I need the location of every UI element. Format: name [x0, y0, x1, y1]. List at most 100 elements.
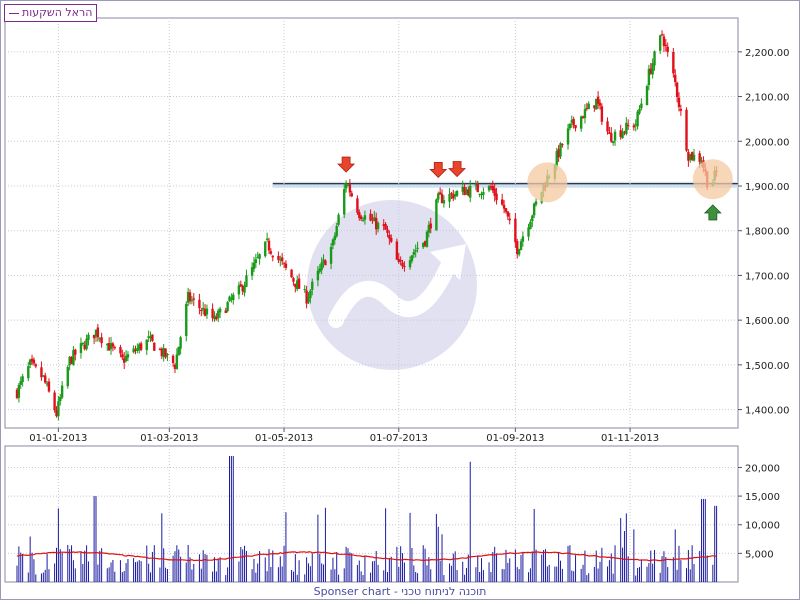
candle-down [369, 213, 372, 221]
candle-up [427, 224, 431, 233]
candle-down [675, 82, 679, 98]
candle-down [173, 364, 177, 369]
candle-down [297, 278, 301, 289]
support-band [272, 181, 738, 188]
candle-down [267, 240, 271, 251]
candle-down [32, 359, 36, 364]
candle-up [532, 203, 536, 216]
candle-up [316, 270, 320, 281]
candle-down [55, 409, 58, 417]
candle-down [514, 218, 517, 243]
price-tick-label: 2,200.00 [745, 48, 790, 59]
candle-up [361, 220, 365, 222]
candle-up [60, 385, 64, 398]
candle-down [284, 263, 288, 268]
candle-down [271, 255, 274, 258]
candle-up [689, 154, 692, 161]
volume-bars-group [16, 456, 718, 582]
candle-up [307, 297, 310, 303]
candle-down [70, 357, 73, 364]
arrow-down-marker [448, 161, 467, 178]
candle-down [122, 358, 126, 363]
candle-up [17, 384, 21, 398]
candle-up [621, 132, 624, 139]
price-tick-label: 1,500.00 [745, 361, 790, 372]
candle-up [529, 221, 532, 230]
candle-down [690, 152, 694, 160]
x-tick-label: 01-07-2013 [370, 433, 428, 444]
footer-credit: Sponser chart - תוכנה לניתוח טכני [313, 585, 487, 598]
candle-up [132, 348, 135, 353]
candle-up [265, 238, 269, 240]
candle-down [107, 342, 111, 351]
watermark-arrowhead [430, 244, 466, 280]
candle-down [687, 151, 690, 161]
arrow-up-marker [703, 204, 722, 221]
candle-up [226, 302, 229, 312]
candle-down [450, 192, 453, 194]
arrow-down-marker [337, 156, 356, 173]
candle-down [502, 204, 506, 209]
candle-down [158, 348, 162, 350]
candle-down [292, 278, 295, 282]
candle-down [224, 310, 227, 313]
volume-moving-average [16, 551, 717, 562]
candle-up [217, 310, 220, 318]
candle-up [85, 338, 88, 350]
candle-down [200, 310, 203, 312]
candle-up [256, 257, 259, 259]
legend-line-swatch [9, 12, 19, 14]
candle-up [21, 376, 24, 382]
x-tick-label: 01-11-2013 [601, 433, 659, 444]
candle-up [311, 281, 314, 290]
candle-down [423, 241, 427, 246]
candle-up [517, 249, 521, 255]
candle-down [501, 199, 504, 205]
candle-up [145, 339, 148, 351]
candle-up [228, 296, 231, 302]
candle-up [177, 346, 180, 356]
candle-up [437, 193, 440, 200]
candle-up [555, 151, 558, 167]
candle-up [19, 380, 22, 385]
candle-down [491, 185, 495, 191]
candle-down [403, 266, 406, 268]
candle-up [124, 355, 128, 362]
candle-down [508, 218, 511, 221]
candle-down [160, 348, 164, 357]
candle-up [448, 193, 451, 202]
candle-up [595, 98, 598, 110]
candle-up [482, 192, 485, 195]
candle-down [619, 130, 622, 137]
candle-down [15, 389, 19, 398]
candle-up [425, 231, 429, 247]
candle-up [363, 215, 367, 220]
candle-up [640, 103, 643, 109]
candle-down [395, 241, 399, 260]
candle-down [495, 193, 498, 201]
candle-up [568, 123, 572, 129]
candle-up [303, 289, 306, 291]
candle-down [305, 290, 308, 304]
x-tick-label: 01-09-2013 [486, 433, 544, 444]
candle-up [613, 131, 617, 141]
candle-up [651, 63, 654, 75]
candle-up [480, 193, 483, 196]
candle-up [519, 241, 523, 251]
candle-down [382, 224, 385, 226]
candle-up [414, 250, 417, 252]
candle-down [660, 34, 664, 36]
candle-up [638, 108, 641, 114]
candle-up [474, 184, 478, 186]
candle-up [653, 51, 656, 66]
candle-down [467, 189, 470, 196]
candle-up [329, 246, 333, 264]
candle-down [44, 375, 47, 383]
candle-down [598, 102, 602, 106]
price-tick-label: 2,100.00 [745, 93, 790, 104]
candle-up [487, 186, 491, 191]
candle-up [309, 290, 312, 298]
candle-down [632, 125, 636, 128]
candle-down [277, 255, 280, 260]
candle-down [593, 105, 596, 109]
